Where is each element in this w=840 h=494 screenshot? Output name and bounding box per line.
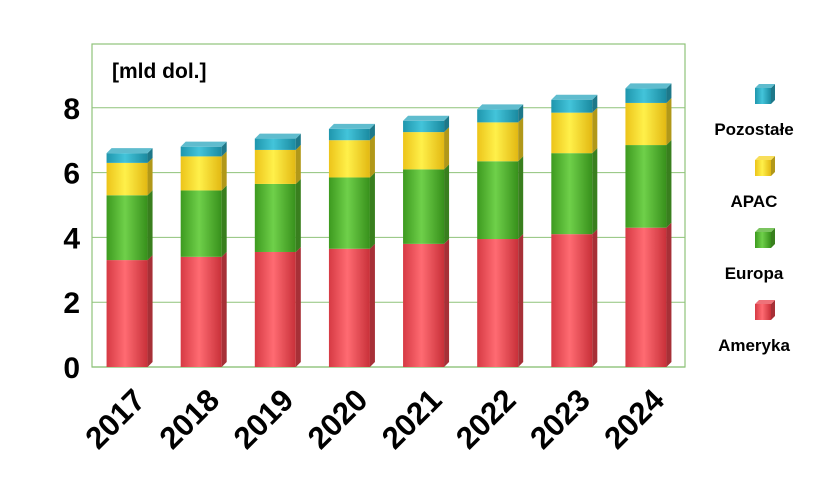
legend-item-apac: APAC [731, 156, 778, 211]
y-tick-label: 0 [63, 352, 80, 385]
legend-label: APAC [731, 192, 778, 211]
x-tick-label: 2024 [597, 382, 671, 456]
legend-item-ameryka: Ameryka [718, 300, 790, 355]
bar-segment-apac-2018 [180, 151, 227, 191]
y-tick-label: 4 [63, 222, 80, 255]
bar-segment-pozostałe-2018 [180, 141, 227, 157]
bar-segment-europa-2019 [254, 178, 301, 252]
bar-segment-ameryka-2020 [328, 243, 375, 367]
bar-segment-europa-2018 [180, 185, 227, 257]
bar-segment-ameryka-2017 [106, 255, 153, 367]
x-axis: 2017 2018 2019 2020 2021 2022 2023 2024 [78, 382, 671, 456]
legend-item-pozostałe: Pozostałe [714, 84, 794, 139]
x-tick-label: 2022 [449, 382, 523, 456]
bar-segment-europa-2017 [106, 190, 153, 261]
bar-segment-ameryka-2018 [180, 251, 227, 367]
x-tick-label: 2018 [153, 382, 227, 456]
bar-segment-europa-2023 [551, 148, 598, 235]
bar-segment-apac-2021 [403, 127, 450, 170]
legend-label: Pozostałe [714, 120, 793, 139]
bar-segment-apac-2019 [254, 144, 301, 184]
bar-segment-pozostałe-2017 [106, 148, 153, 163]
x-tick-label: 2023 [523, 382, 597, 456]
legend-label: Ameryka [718, 336, 790, 355]
x-tick-label: 2021 [375, 382, 449, 456]
x-tick-label: 2017 [78, 382, 152, 456]
bar-segment-pozostałe-2019 [254, 133, 301, 150]
bar-segment-pozostałe-2021 [403, 115, 450, 133]
bar-segment-apac-2017 [106, 157, 153, 196]
x-tick-label: 2019 [227, 382, 301, 456]
bar-segment-ameryka-2021 [403, 238, 450, 367]
bar-segment-europa-2020 [328, 172, 375, 249]
y-tick-label: 8 [63, 93, 80, 126]
legend-swatch [755, 304, 771, 320]
y-tick-label: 6 [63, 158, 80, 191]
bar-segment-apac-2022 [477, 117, 524, 162]
bar-segment-ameryka-2019 [254, 246, 301, 367]
legend-item-europa: Europa [725, 228, 784, 283]
bar-segment-apac-2020 [328, 135, 375, 178]
legend-swatch [755, 160, 771, 176]
bar-segment-ameryka-2022 [477, 234, 524, 367]
bar-segment-ameryka-2024 [625, 222, 672, 367]
legend: Pozostałe APAC Europa Ameryka [714, 84, 794, 355]
bar-segment-apac-2023 [551, 107, 598, 154]
y-tick-label: 2 [63, 287, 80, 320]
x-tick-label: 2020 [301, 382, 375, 456]
bar-segment-apac-2024 [625, 97, 672, 146]
bar-segment-ameryka-2023 [551, 229, 598, 367]
bar-segment-europa-2022 [477, 156, 524, 240]
y-axis: 0 2 4 6 8 [63, 93, 80, 385]
bar-segment-europa-2024 [625, 140, 672, 228]
bar-segment-pozostałe-2020 [328, 123, 375, 141]
bar-segment-pozostałe-2022 [477, 104, 524, 123]
bar-segment-europa-2021 [403, 164, 450, 244]
unit-label: [mld dol.] [112, 60, 206, 83]
legend-label: Europa [725, 264, 784, 283]
bar-segment-pozostałe-2024 [625, 83, 672, 103]
bar-segment-pozostałe-2023 [551, 94, 598, 113]
legend-swatch [755, 232, 771, 248]
legend-swatch [755, 88, 771, 104]
bars [106, 83, 672, 367]
